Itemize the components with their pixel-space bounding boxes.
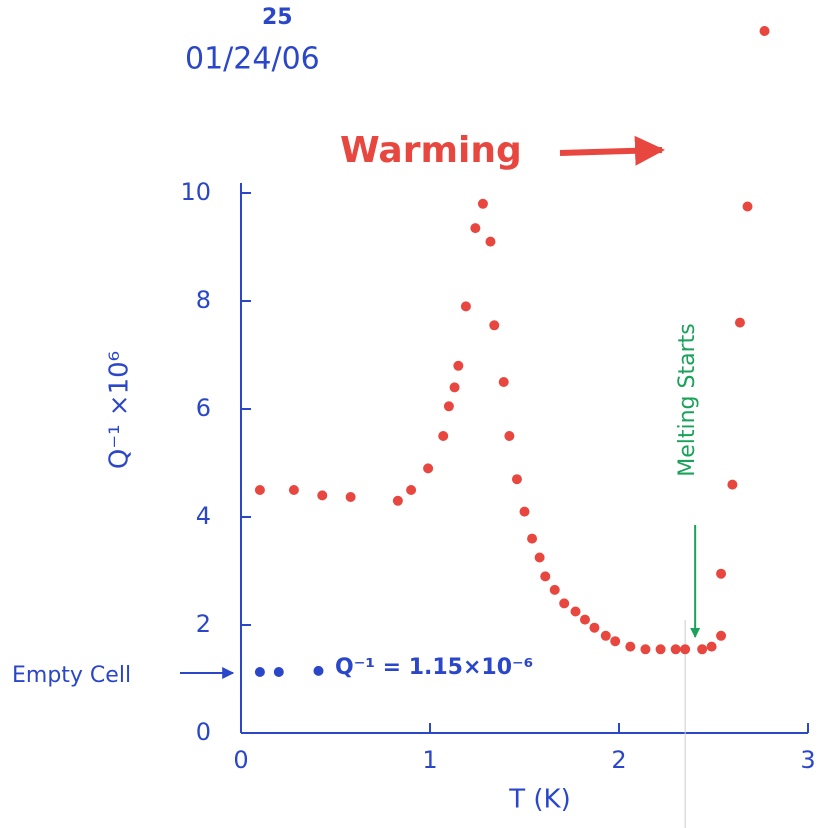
y-tick-label: 6 (196, 394, 211, 422)
y-tick-label: 4 (196, 502, 211, 530)
point (423, 463, 434, 474)
point (392, 495, 403, 506)
point (453, 360, 464, 371)
point (549, 584, 560, 595)
point (489, 320, 500, 331)
x-tick-label: 3 (800, 746, 815, 774)
point (570, 606, 581, 617)
date-correction: 25 (262, 5, 293, 30)
x-tick-label: 0 (233, 746, 248, 774)
point (254, 485, 265, 495)
point (443, 401, 454, 412)
point (477, 198, 488, 209)
point (625, 641, 636, 652)
warming-arrow (559, 135, 665, 166)
point (589, 622, 600, 633)
point (610, 636, 621, 647)
point (697, 644, 708, 655)
y-tick-label: 10 (180, 178, 211, 206)
point (470, 223, 481, 234)
point (438, 431, 449, 441)
point (519, 506, 530, 517)
point (706, 641, 717, 652)
point (680, 644, 691, 655)
point (254, 666, 265, 677)
x-tick-label: 2 (611, 746, 626, 774)
y-tick-label: 8 (196, 286, 211, 314)
point (313, 665, 324, 676)
point (716, 630, 727, 641)
point (559, 598, 570, 609)
point (504, 431, 515, 441)
point (742, 201, 753, 212)
empty-cell-value: Q⁻¹ = 1.15×10⁻⁶ (335, 655, 533, 680)
point (273, 666, 284, 677)
point (716, 568, 727, 579)
point (406, 485, 417, 495)
point (727, 479, 738, 490)
point (317, 490, 328, 501)
warming-label: Warming (340, 130, 522, 171)
point (670, 644, 681, 655)
melting-label: Melting Starts (675, 323, 700, 476)
point (759, 26, 770, 36)
point (288, 485, 299, 495)
point (734, 317, 745, 328)
point (485, 236, 496, 247)
point (449, 382, 460, 393)
point (640, 644, 651, 655)
empty-cell-label: Empty Cell (12, 663, 131, 688)
point (498, 377, 509, 387)
y-axis-label: Q⁻¹ ×10⁶ (105, 351, 135, 469)
point (345, 492, 356, 503)
date: 01/24/06 (185, 42, 320, 77)
point (534, 552, 545, 563)
point (600, 630, 611, 641)
point (540, 571, 551, 582)
point (579, 614, 590, 625)
point (527, 533, 538, 544)
x-axis-label: T (K) (508, 785, 570, 815)
point (460, 301, 471, 312)
y-tick-label: 2 (196, 610, 211, 638)
point (511, 474, 522, 485)
x-tick-label: 1 (422, 746, 437, 774)
y-tick-label: 0 (196, 718, 211, 746)
point (655, 644, 666, 655)
